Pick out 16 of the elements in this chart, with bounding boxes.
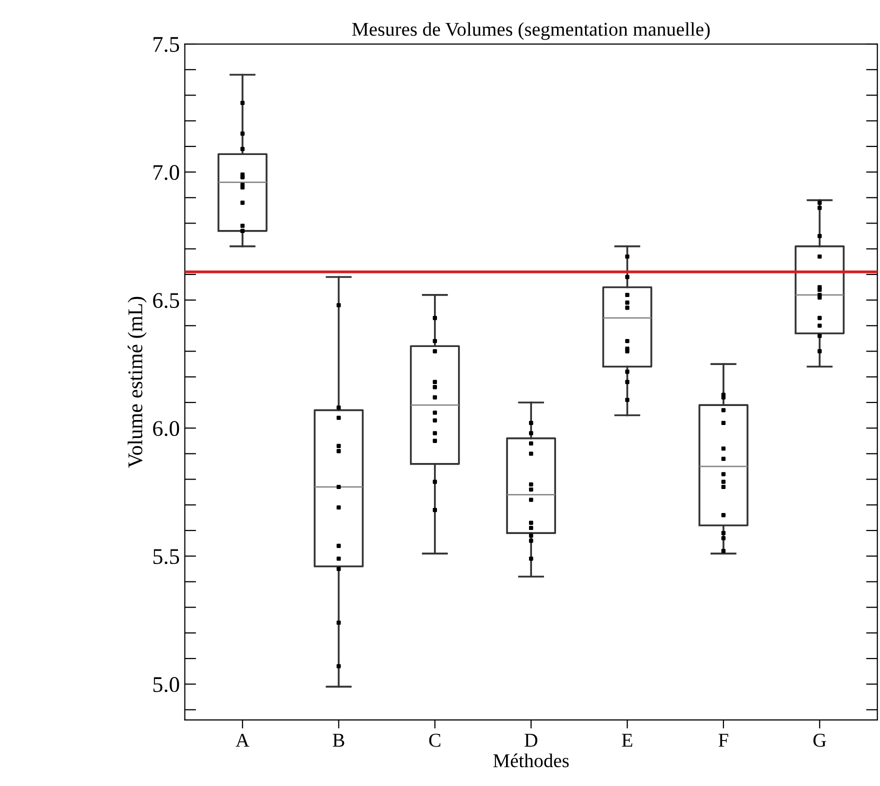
x-axis-title: Méthodes: [493, 754, 569, 768]
y-tick-label: 5.5: [153, 549, 180, 564]
x-tick-label: D: [524, 734, 538, 747]
x-tick-label: A: [236, 734, 250, 747]
y-tick-label: 7.5: [154, 37, 180, 52]
x-tick-label: F: [718, 734, 728, 747]
y-tick-label: 7.0: [154, 164, 180, 180]
y-tick-label: 6.0: [153, 421, 180, 436]
y-tick-label: 6.5: [153, 293, 180, 308]
x-tick-label: B: [332, 734, 344, 747]
x-tick-label: C: [429, 734, 440, 747]
y-tick-label: 5.0: [153, 677, 180, 692]
x-tick-label: G: [813, 734, 826, 747]
y-axis-title: Volume estimé (mL): [128, 296, 147, 468]
chart-title: Mesures de Volumes (segmentation manuelle): [352, 22, 710, 40]
x-tick-label: E: [622, 734, 632, 747]
